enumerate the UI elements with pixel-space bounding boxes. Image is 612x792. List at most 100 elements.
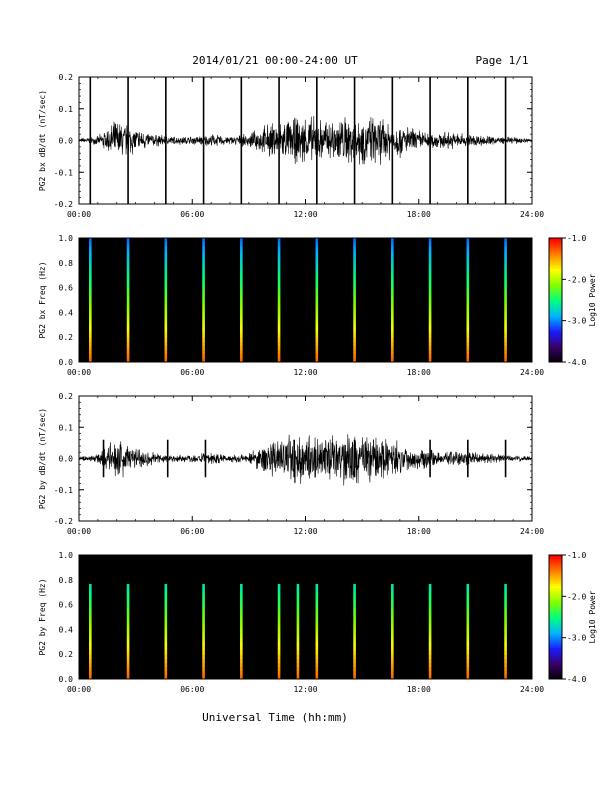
spike-band bbox=[296, 654, 300, 659]
spike-band bbox=[202, 279, 205, 284]
spike-band bbox=[391, 612, 394, 618]
spike-band bbox=[315, 312, 319, 317]
colorbar-segment bbox=[549, 619, 562, 622]
spike-band bbox=[391, 674, 394, 680]
spike-band bbox=[164, 588, 168, 593]
spike-band bbox=[296, 645, 300, 651]
spike-band bbox=[315, 353, 319, 359]
y-tick-label: -0.1 bbox=[54, 168, 73, 177]
spike-band bbox=[240, 357, 243, 363]
y-tick-label: 0.2 bbox=[59, 333, 74, 342]
colorbar-segment bbox=[549, 314, 562, 317]
y-tick-label: 0.0 bbox=[59, 137, 74, 146]
y-tick-label: 0.0 bbox=[59, 455, 74, 464]
colorbar-segment bbox=[549, 273, 562, 276]
spike-band bbox=[202, 608, 205, 614]
spike-band bbox=[277, 596, 281, 601]
spike-band bbox=[89, 304, 92, 309]
spike-band bbox=[315, 629, 319, 634]
spike-band bbox=[391, 588, 394, 593]
spike-band bbox=[277, 621, 281, 626]
spike-band bbox=[277, 291, 281, 297]
spike-band bbox=[126, 341, 130, 346]
colorbar-segment bbox=[549, 264, 562, 268]
spike-band bbox=[240, 242, 243, 247]
spike-band bbox=[504, 617, 507, 622]
spike-band bbox=[391, 654, 394, 659]
spike-band bbox=[466, 612, 470, 618]
spike-band bbox=[240, 246, 243, 251]
spike-band bbox=[126, 250, 130, 255]
spike-band bbox=[126, 583, 130, 589]
spike-band bbox=[89, 295, 92, 301]
colorbar-segment bbox=[549, 676, 562, 680]
spike-band bbox=[315, 674, 319, 680]
colorbar-segment bbox=[549, 250, 562, 253]
spike-band bbox=[89, 320, 92, 326]
x-tick-label: 00:00 bbox=[67, 685, 91, 694]
spike-band bbox=[428, 637, 432, 643]
spike-band bbox=[428, 328, 432, 334]
spike-band bbox=[466, 583, 470, 589]
spike-band bbox=[126, 641, 130, 647]
spike-band bbox=[277, 312, 281, 317]
spike-band bbox=[126, 266, 130, 272]
spike-band bbox=[504, 600, 507, 605]
spike-band bbox=[428, 279, 432, 284]
colorbar-segment bbox=[549, 353, 562, 357]
spike-band bbox=[202, 295, 205, 301]
colorbar-segment bbox=[549, 563, 562, 566]
spike-band bbox=[89, 287, 92, 293]
colorbar-segment bbox=[549, 662, 562, 665]
spike-band bbox=[504, 604, 507, 610]
spike-band bbox=[89, 258, 92, 264]
spike-band bbox=[126, 283, 130, 288]
spike-band bbox=[126, 291, 130, 297]
spike-band bbox=[353, 328, 356, 334]
spike-band bbox=[126, 650, 130, 655]
spike-band bbox=[277, 308, 281, 313]
spike-band bbox=[353, 266, 356, 272]
spike-band bbox=[353, 275, 356, 280]
spike-band bbox=[240, 275, 243, 280]
spike-band bbox=[315, 625, 319, 630]
spike-band bbox=[164, 291, 168, 297]
spike-band bbox=[504, 353, 507, 359]
spike-band bbox=[202, 600, 205, 605]
spike-band bbox=[353, 324, 356, 330]
y-tick-label: 1.0 bbox=[59, 551, 74, 560]
spike-band bbox=[240, 592, 243, 597]
spike-band bbox=[353, 320, 356, 326]
spike-band bbox=[164, 266, 168, 272]
spike-band bbox=[277, 275, 281, 280]
spike-band bbox=[504, 312, 507, 317]
colorbar-segment bbox=[549, 664, 562, 667]
spike-band bbox=[240, 583, 243, 589]
spike-band bbox=[353, 333, 356, 338]
spike-band bbox=[126, 275, 130, 280]
spike-band bbox=[466, 254, 470, 259]
spike-band bbox=[391, 604, 394, 610]
x-tick-label: 18:00 bbox=[407, 685, 431, 694]
spike-band bbox=[466, 349, 470, 355]
colorbar-segment bbox=[549, 617, 562, 620]
spike-band bbox=[240, 291, 243, 297]
spike-band bbox=[428, 600, 432, 605]
spike-band bbox=[202, 658, 205, 663]
y-tick-label: -0.2 bbox=[54, 200, 73, 209]
colorbar-segment bbox=[549, 357, 562, 361]
y-axis-label: PG2 bx Freq (Hz) bbox=[38, 261, 47, 338]
spike-band bbox=[202, 337, 205, 342]
spike-band bbox=[504, 291, 507, 297]
colorbar-segment bbox=[549, 602, 562, 605]
spike-band bbox=[240, 300, 243, 305]
spike-band bbox=[164, 312, 168, 317]
spike-band bbox=[504, 670, 507, 676]
spike-band bbox=[353, 238, 356, 243]
spike-band bbox=[126, 654, 130, 659]
spike-band bbox=[391, 608, 394, 614]
spike-band bbox=[315, 304, 319, 309]
spike-band bbox=[504, 324, 507, 330]
spike-band bbox=[428, 345, 432, 350]
spike-band bbox=[353, 283, 356, 288]
